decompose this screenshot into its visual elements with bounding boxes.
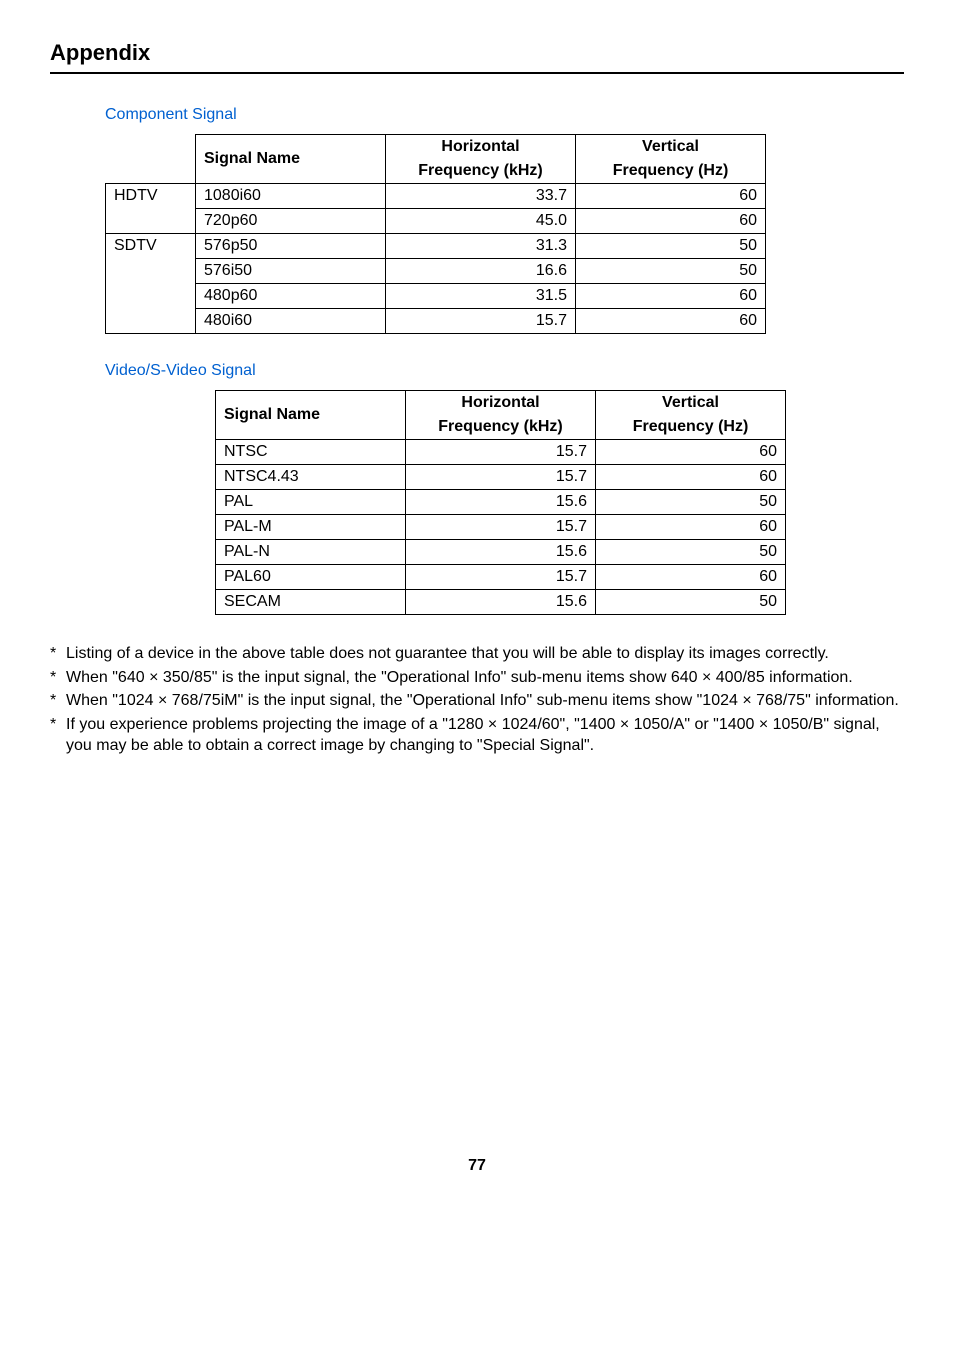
component-heading: Component Signal [105, 106, 904, 124]
table-row: PAL-N 15.6 50 [216, 540, 786, 565]
cell-hf: 16.6 [386, 259, 576, 284]
asterisk-icon: * [50, 690, 66, 712]
col-vfreq: Frequency (Hz) [596, 415, 786, 440]
cell-name: PAL-N [216, 540, 406, 565]
asterisk-icon: * [50, 667, 66, 689]
cell-name: SECAM [216, 590, 406, 615]
cell-name: 480p60 [196, 284, 386, 309]
cell-hf: 15.7 [386, 309, 576, 334]
table-row: SECAM 15.6 50 [216, 590, 786, 615]
col-hfreq: Frequency (kHz) [406, 415, 596, 440]
cell-name: PAL-M [216, 515, 406, 540]
cell-vf: 60 [596, 515, 786, 540]
asterisk-icon: * [50, 643, 66, 665]
cell-hf: 15.7 [406, 515, 596, 540]
component-table: Signal Name Horizontal Vertical Frequenc… [105, 134, 766, 334]
footnotes: * Listing of a device in the above table… [50, 643, 904, 757]
cell-vf: 60 [596, 465, 786, 490]
footnote-text: When "1024 × 768/75iM" is the input sign… [66, 690, 899, 712]
table-row: 720p60 45.0 60 [106, 209, 766, 234]
table-row: 576i50 16.6 50 [106, 259, 766, 284]
footnote: * Listing of a device in the above table… [50, 643, 904, 665]
cell-vf: 60 [576, 284, 766, 309]
cell-hf: 31.3 [386, 234, 576, 259]
col-signal-name: Signal Name [216, 391, 406, 440]
cell-vf: 60 [576, 184, 766, 209]
cell-name: PAL [216, 490, 406, 515]
cell-name: 480i60 [196, 309, 386, 334]
footnote-text: If you experience problems projecting th… [66, 714, 904, 757]
col-vertical: Vertical [596, 391, 786, 416]
video-heading: Video/S-Video Signal [105, 362, 904, 380]
cell-vf: 50 [596, 540, 786, 565]
cell-vf: 60 [596, 440, 786, 465]
table-row: NTSC4.43 15.7 60 [216, 465, 786, 490]
cell-vf: 50 [576, 234, 766, 259]
page-title: Appendix [50, 40, 904, 74]
table-row: NTSC 15.7 60 [216, 440, 786, 465]
cell-hf: 15.7 [406, 565, 596, 590]
cell-name: PAL60 [216, 565, 406, 590]
table-row: PAL-M 15.7 60 [216, 515, 786, 540]
table-row: 480p60 31.5 60 [106, 284, 766, 309]
cell-name: NTSC [216, 440, 406, 465]
cell-hf: 15.6 [406, 540, 596, 565]
asterisk-icon: * [50, 714, 66, 757]
cell-hf: 15.7 [406, 465, 596, 490]
group-label: HDTV [106, 184, 196, 234]
table-row: HDTV 1080i60 33.7 60 [106, 184, 766, 209]
table-header-row: Signal Name Horizontal Vertical [106, 135, 766, 160]
col-signal-name: Signal Name [196, 135, 386, 184]
col-hfreq: Frequency (kHz) [386, 159, 576, 184]
footnote-text: When "640 × 350/85" is the input signal,… [66, 667, 853, 689]
table-row: PAL60 15.7 60 [216, 565, 786, 590]
col-vertical: Vertical [576, 135, 766, 160]
cell-name: 720p60 [196, 209, 386, 234]
cell-vf: 60 [576, 209, 766, 234]
cell-name: 576p50 [196, 234, 386, 259]
cell-hf: 45.0 [386, 209, 576, 234]
cell-hf: 15.6 [406, 590, 596, 615]
cell-name: 576i50 [196, 259, 386, 284]
table-row: SDTV 576p50 31.3 50 [106, 234, 766, 259]
cell-name: 1080i60 [196, 184, 386, 209]
footnote: * When "1024 × 768/75iM" is the input si… [50, 690, 904, 712]
cell-hf: 15.6 [406, 490, 596, 515]
footnote-text: Listing of a device in the above table d… [66, 643, 829, 665]
col-vfreq: Frequency (Hz) [576, 159, 766, 184]
table-row: PAL 15.6 50 [216, 490, 786, 515]
cell-hf: 31.5 [386, 284, 576, 309]
col-horizontal: Horizontal [406, 391, 596, 416]
page-number: 77 [50, 1157, 904, 1175]
cell-hf: 15.7 [406, 440, 596, 465]
cell-vf: 60 [596, 565, 786, 590]
cell-vf: 50 [596, 490, 786, 515]
table-row: 480i60 15.7 60 [106, 309, 766, 334]
cell-name: NTSC4.43 [216, 465, 406, 490]
cell-vf: 60 [576, 309, 766, 334]
cell-hf: 33.7 [386, 184, 576, 209]
group-label: SDTV [106, 234, 196, 334]
video-table: Signal Name Horizontal Vertical Frequenc… [215, 390, 786, 615]
cell-vf: 50 [596, 590, 786, 615]
footnote: * When "640 × 350/85" is the input signa… [50, 667, 904, 689]
cell-vf: 50 [576, 259, 766, 284]
table-header-row: Signal Name Horizontal Vertical [216, 391, 786, 416]
col-horizontal: Horizontal [386, 135, 576, 160]
footnote: * If you experience problems projecting … [50, 714, 904, 757]
